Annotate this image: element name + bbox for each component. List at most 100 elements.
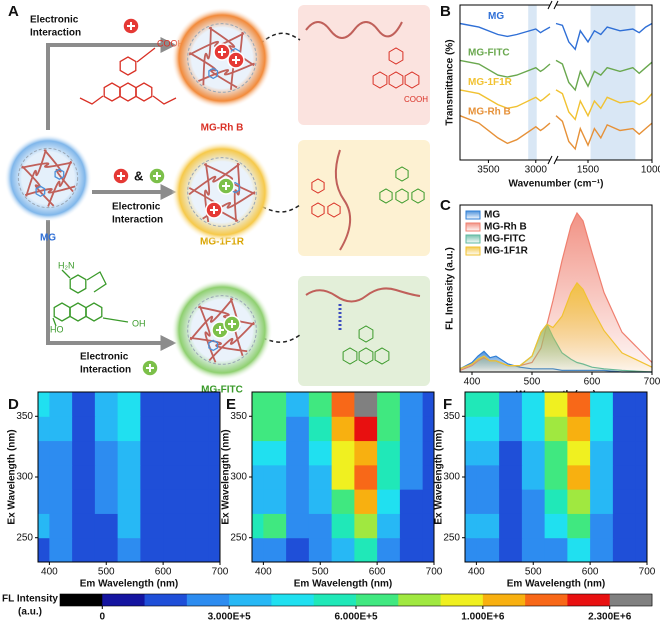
heat-cell	[499, 537, 523, 563]
ring	[53, 302, 71, 322]
heat-cell	[263, 392, 287, 417]
x-tick-label: 500	[525, 567, 542, 578]
product-label: MG-FITC	[201, 385, 243, 396]
heat-cell	[544, 416, 568, 442]
heat-cell	[422, 464, 435, 490]
heat-cell	[185, 392, 210, 417]
colorbar-segment	[525, 594, 568, 606]
polymer-chain	[189, 298, 234, 341]
ring	[404, 71, 420, 89]
heat-cell	[590, 416, 614, 442]
ring	[35, 185, 46, 198]
detail-box	[298, 5, 430, 125]
group-label: OH	[132, 318, 146, 328]
ring	[311, 178, 325, 194]
y-tick-label: 350	[230, 411, 247, 422]
series-label: MG-1F1R	[468, 77, 513, 88]
ring	[358, 325, 374, 343]
ring	[395, 166, 409, 182]
heat-cell	[263, 489, 287, 514]
heat-cell	[476, 440, 500, 466]
heat-cell	[521, 537, 546, 563]
x-tick-label: 400	[255, 567, 272, 578]
connector	[249, 331, 301, 343]
heat-cell	[286, 513, 310, 539]
heat-cell	[476, 513, 500, 539]
x-tick-label: 1000	[641, 165, 660, 176]
polymer-chain	[198, 62, 255, 82]
colorbar-label: (a.u.)	[18, 607, 42, 618]
plot-frame	[459, 204, 653, 373]
heat-cell	[635, 537, 648, 563]
particle	[4, 134, 92, 222]
heat-cell	[612, 513, 637, 539]
heat-cell	[263, 513, 287, 539]
ring	[54, 168, 65, 180]
group-label: HO	[50, 324, 64, 334]
interaction-label: Electronic	[30, 15, 79, 26]
bond	[79, 47, 177, 105]
y-axis-label: FL Intensity (a.u.)	[445, 247, 456, 330]
x-tick-label: 600	[584, 377, 601, 388]
colorbar-tick-label: 3.000E+5	[208, 612, 252, 623]
legend-label: MG-Rh B	[484, 222, 527, 233]
colorbar-segment	[60, 594, 103, 606]
polymer-chain	[334, 149, 351, 251]
heat-cell	[72, 464, 96, 490]
heat-cell	[422, 440, 435, 466]
heat-cell	[72, 416, 96, 442]
charge-icon	[218, 48, 226, 56]
heat-cell	[499, 392, 523, 417]
heat-cell	[49, 489, 73, 514]
heat-cell	[476, 392, 500, 417]
interaction-label: Electronic	[112, 202, 161, 213]
heat-cell	[72, 513, 96, 539]
heat-cell	[422, 416, 435, 442]
heat-cell	[399, 416, 424, 442]
heat-cell	[49, 513, 73, 539]
ring	[388, 47, 404, 65]
colorbar-segment	[271, 594, 315, 606]
legend-swatch	[465, 234, 481, 244]
particle-core	[187, 157, 257, 227]
heat-cell	[252, 416, 264, 442]
heat-cell	[185, 537, 210, 563]
heat-cell	[521, 513, 546, 539]
heat-cell	[635, 392, 648, 417]
charge-icon	[228, 320, 236, 328]
arrow	[46, 220, 177, 351]
colorbar-tick-label: 2.300E+6	[588, 612, 632, 623]
colorbar-segment	[356, 594, 399, 606]
x-axis-label: Em Wavelength (nm)	[80, 579, 179, 590]
heat-cell	[590, 440, 614, 466]
heat-cell	[612, 537, 637, 563]
heat-cell	[286, 440, 310, 466]
heat-cell	[185, 416, 210, 442]
interaction-label: Interaction	[80, 365, 131, 376]
x-tick-label: 700	[644, 377, 660, 388]
heat-cell	[94, 489, 119, 514]
heat-cell	[465, 464, 477, 490]
charge-icon	[153, 172, 161, 180]
x-tick-label: 700	[639, 567, 656, 578]
spectrum-line	[459, 89, 653, 121]
heat-cell	[208, 464, 221, 490]
heat-cell	[49, 416, 73, 442]
heat-cell	[163, 416, 187, 442]
heat-cell	[590, 513, 614, 539]
heat-cell	[252, 440, 264, 466]
group-label: H₂N	[58, 260, 75, 270]
heat-cell	[94, 537, 119, 563]
heat-cell	[263, 416, 287, 442]
heat-cell	[94, 440, 119, 466]
heat-cell	[140, 440, 164, 466]
polymer-chain	[25, 149, 47, 197]
heat-cell	[185, 464, 210, 490]
polymer-chain	[305, 21, 403, 39]
heat-cell	[308, 416, 333, 442]
bond	[52, 269, 129, 327]
legend-swatch	[465, 210, 481, 220]
polymer-chain	[188, 163, 241, 196]
y-tick-label: 250	[16, 532, 33, 543]
x-tick-label: 500	[524, 377, 541, 388]
